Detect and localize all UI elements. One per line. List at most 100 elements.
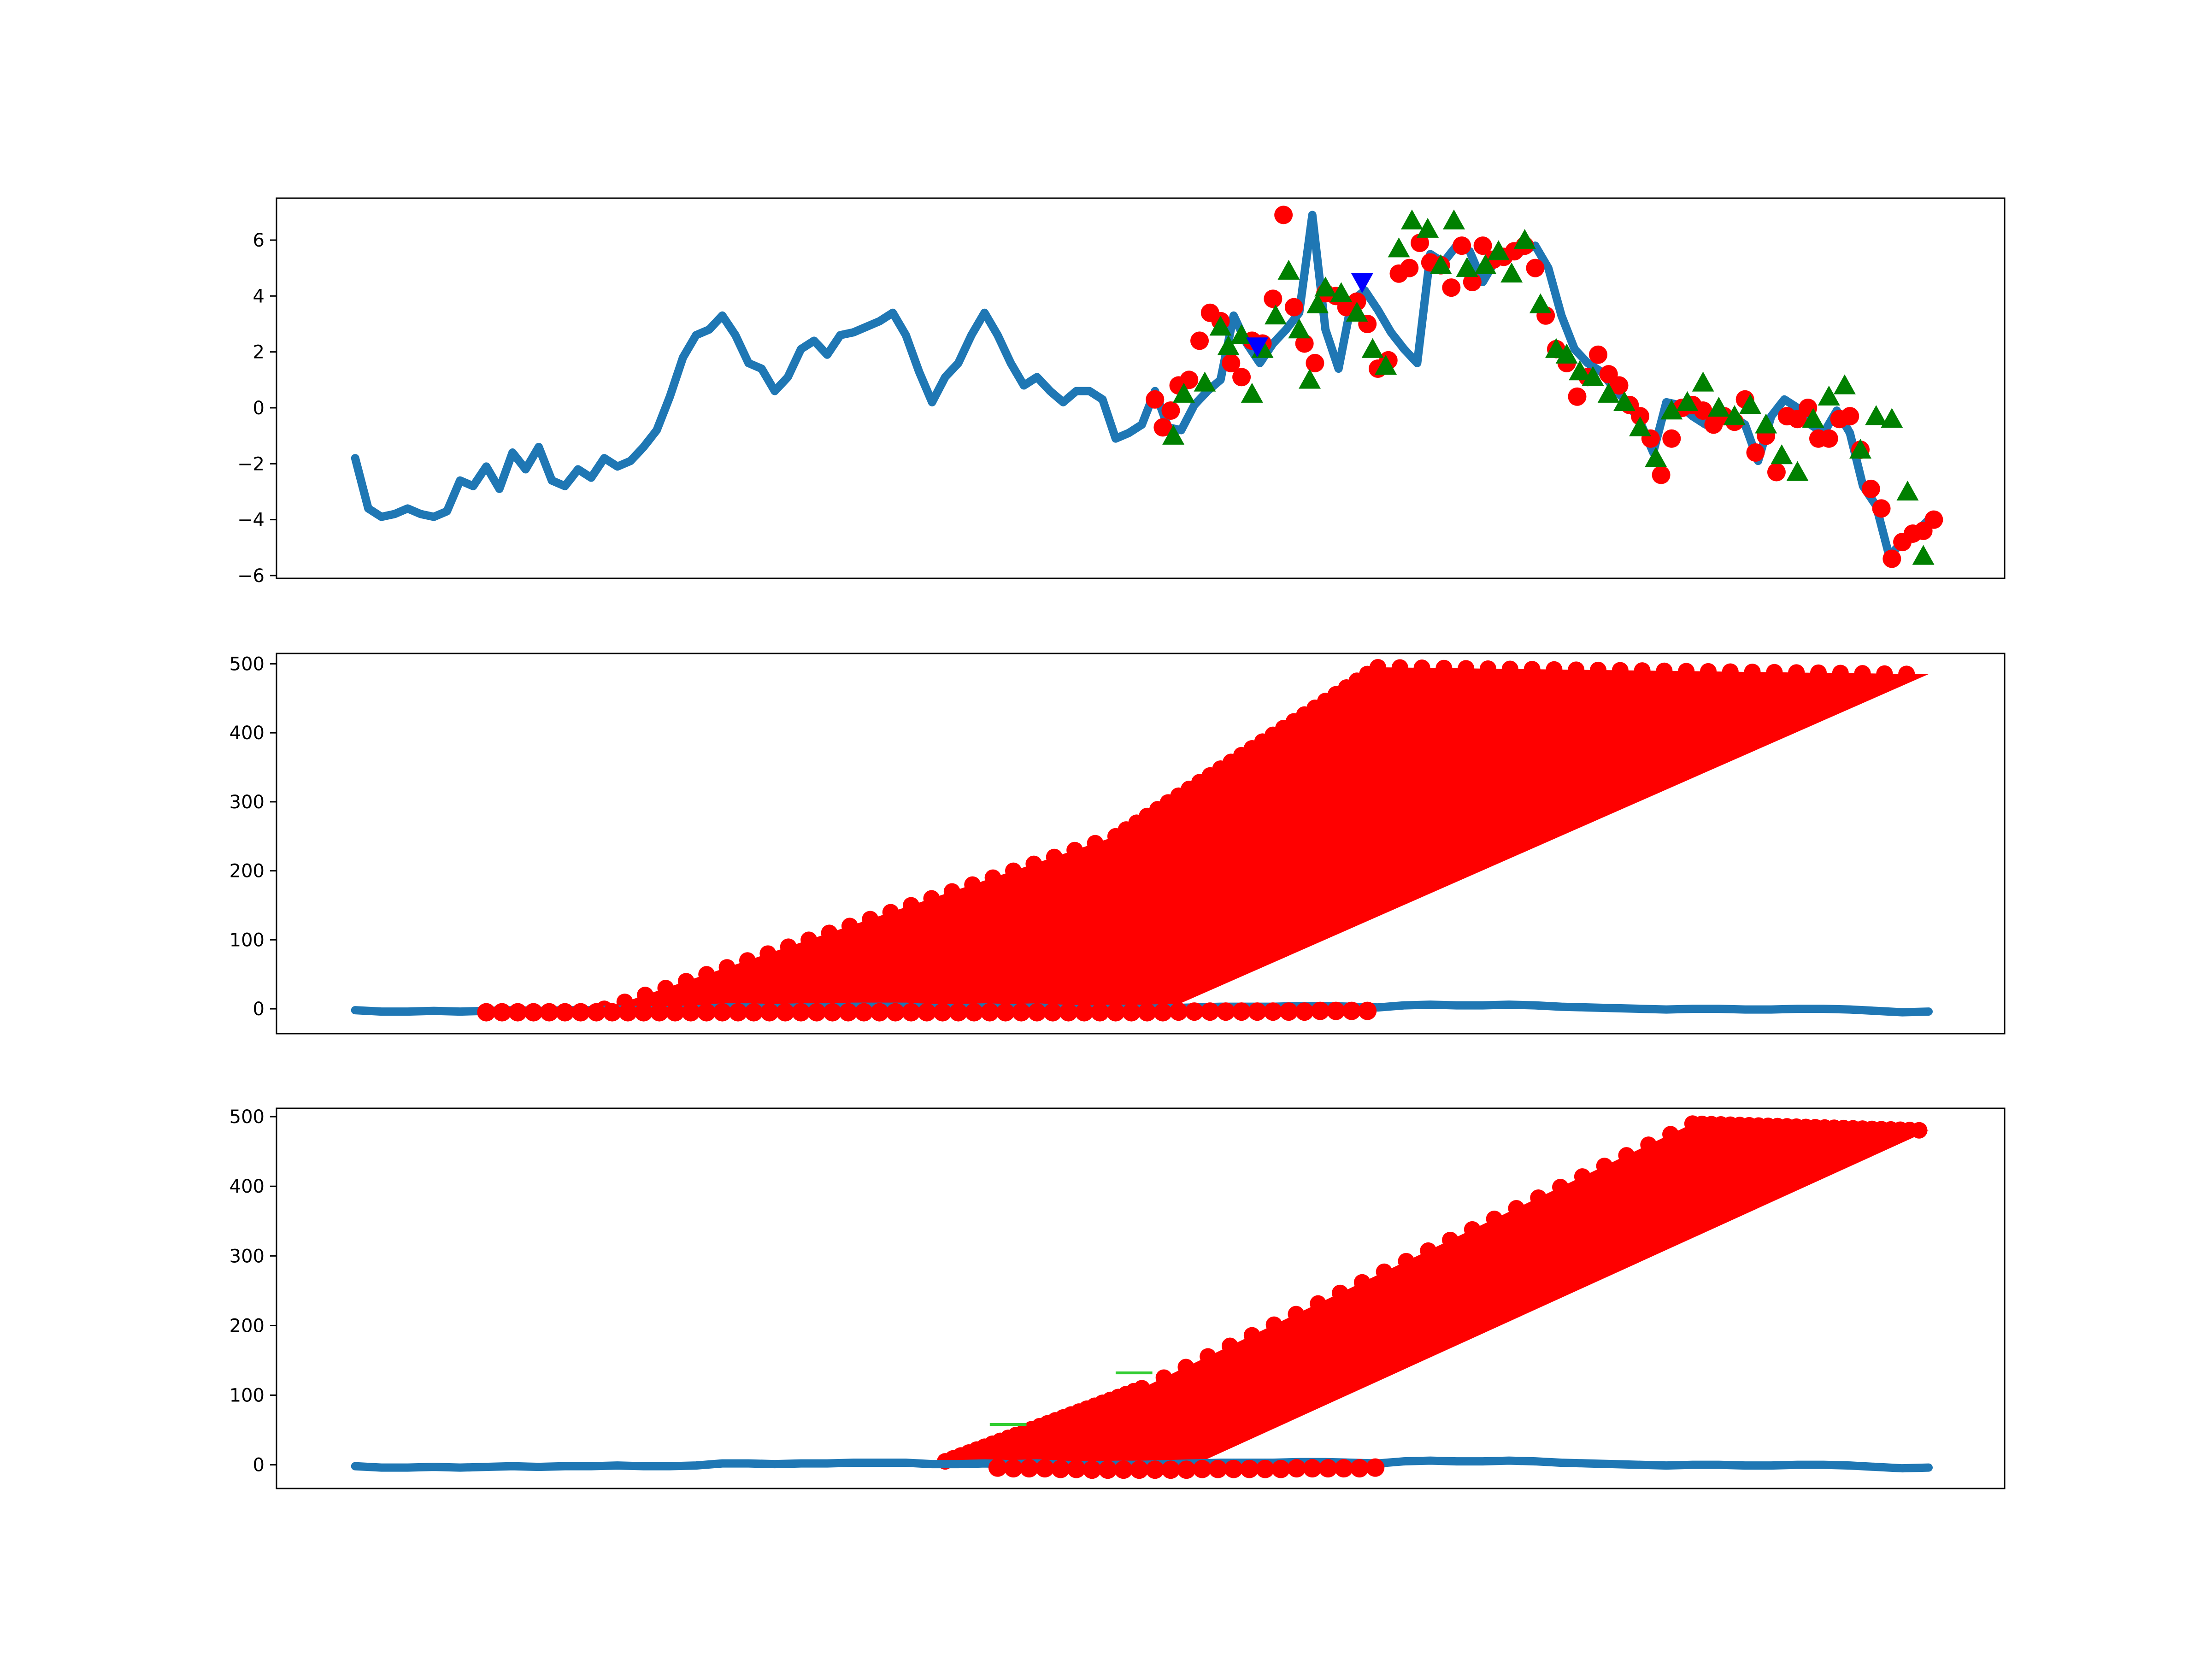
marker-circle [1177, 1460, 1196, 1479]
band-edge-marker [1589, 661, 1606, 678]
marker-triangle-up [1912, 545, 1935, 565]
marker-circle [1366, 1458, 1385, 1477]
marker-circle [634, 1003, 653, 1022]
marker-circle [1662, 429, 1681, 448]
marker-circle [807, 1003, 826, 1022]
band-edge-marker [1420, 1242, 1437, 1259]
marker-triangle-up [1209, 316, 1232, 336]
marker-circle [1256, 1459, 1275, 1478]
marker-circle [965, 1003, 983, 1022]
marker-circle [1190, 331, 1209, 350]
band-edge-marker [1618, 1147, 1635, 1164]
band-edge-marker [657, 980, 674, 997]
marker-triangle-up [1443, 209, 1465, 229]
band-edge-marker [1025, 855, 1042, 872]
marker-circle [1028, 1003, 1047, 1022]
band-edge-marker [1766, 664, 1783, 681]
axes-frame [276, 1107, 2006, 1489]
band-edge-marker [1788, 664, 1805, 681]
band-edge-marker [1634, 662, 1651, 679]
marker-triangle-up [1400, 209, 1423, 229]
y-tick-label: −2 [237, 453, 265, 475]
band-edge-marker [882, 904, 899, 921]
y-tick-label: 6 [253, 230, 265, 251]
marker-triangle-up [1723, 405, 1746, 425]
marker-circle [744, 1003, 763, 1022]
panel-middle-scatter: 0 100 200 300 400 500 [229, 653, 2006, 1035]
marker-circle [540, 1003, 559, 1022]
marker-circle [1004, 1459, 1023, 1478]
marker-triangle-up [1306, 293, 1329, 313]
marker-circle [1526, 259, 1545, 277]
marker-triangle-up [1818, 385, 1840, 406]
marker-triangle-up [1613, 391, 1635, 412]
marker-circle [1059, 1003, 1078, 1022]
marker-circle [823, 1003, 842, 1022]
marker-circle [1463, 272, 1482, 291]
y-tick-label: 2 [253, 342, 265, 363]
band-edge-marker [862, 911, 879, 928]
band-edge-marker [1046, 848, 1063, 865]
band-edge-marker [1369, 659, 1386, 676]
band-edge-marker [800, 931, 818, 948]
band-edge-marker [1640, 1136, 1657, 1153]
marker-circle [1841, 407, 1859, 426]
marker-circle [933, 1003, 952, 1022]
marker-circle [618, 1003, 637, 1022]
marker-circle [1222, 353, 1241, 372]
marker-triangle-up [1162, 424, 1185, 445]
marker-circle [682, 1003, 700, 1022]
band-edge-marker [1391, 659, 1408, 676]
marker-circle [918, 1003, 936, 1022]
y-tick-label: 200 [229, 1315, 265, 1336]
marker-triangle-up [1849, 438, 1872, 459]
marker-circle [1051, 1459, 1070, 1478]
marker-circle [1082, 1460, 1101, 1479]
marker-triangle-up [1629, 416, 1652, 436]
marker-circle [1169, 1002, 1188, 1021]
y-tick-label: −6 [237, 565, 265, 587]
marker-circle [980, 1003, 999, 1022]
y-tick-label: 300 [229, 1246, 265, 1267]
marker-circle [1208, 1459, 1227, 1478]
marker-circle [1043, 1003, 1062, 1022]
marker-circle [870, 1003, 889, 1022]
marker-circle [1271, 1459, 1290, 1478]
marker-circle [996, 1003, 1015, 1022]
marker-triangle-up [1676, 391, 1699, 412]
marker-triangle-up [1896, 480, 1919, 501]
band-edge-marker [1376, 1263, 1393, 1280]
marker-triangle-up [1755, 413, 1777, 434]
marker-triangle-up [1500, 262, 1523, 282]
band-edge-marker [1133, 1380, 1150, 1397]
band-edge-marker [1722, 663, 1739, 680]
marker-circle [587, 1003, 606, 1022]
y-tick-label: 200 [229, 861, 265, 882]
marker-triangle-up [1217, 335, 1240, 355]
band-edge-marker [677, 973, 694, 990]
marker-circle [1400, 259, 1419, 277]
marker-circle [1138, 1003, 1157, 1022]
marker-circle [1819, 429, 1838, 448]
marker-triangle-up [1277, 259, 1300, 280]
marker-circle [839, 1003, 858, 1022]
marker-circle [1568, 387, 1587, 406]
band-edge-marker [903, 897, 920, 914]
band-edge-marker [1005, 862, 1022, 879]
marker-triangle-up [1288, 318, 1311, 339]
marker-circle [1075, 1003, 1094, 1022]
marker-circle [1631, 407, 1650, 426]
band-edge-marker [1222, 1337, 1239, 1354]
marker-triangle-up [1487, 240, 1510, 260]
marker-circle [1264, 1002, 1282, 1021]
marker-circle [1106, 1003, 1125, 1022]
y-tick-label: 0 [253, 999, 265, 1020]
band-edge-marker [1265, 1316, 1282, 1333]
marker-circle [493, 1003, 512, 1022]
band-edge-marker [1911, 1122, 1928, 1139]
band-edge-marker [1442, 1231, 1459, 1248]
marker-triangle-up [1569, 360, 1591, 381]
marker-circle [477, 1003, 496, 1022]
marker-circle [1161, 1460, 1180, 1479]
